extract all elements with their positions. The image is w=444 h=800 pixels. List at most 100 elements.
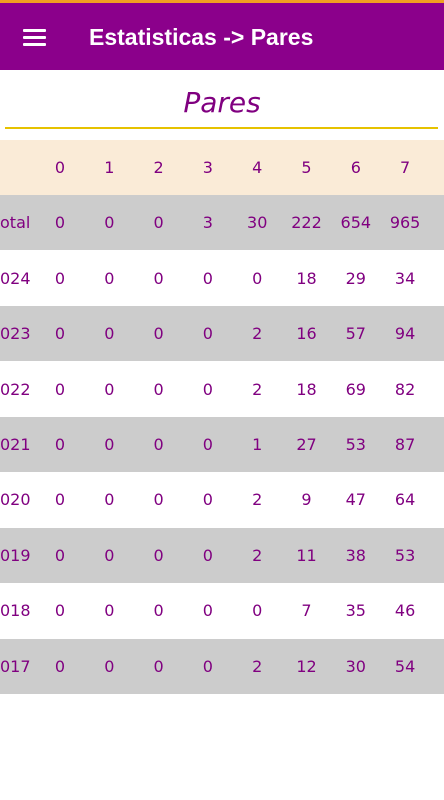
table-cell: 2 — [252, 490, 263, 510]
table-cell: 18 — [296, 379, 317, 399]
table-cell: 0 — [54, 601, 66, 621]
row-label: otal — [0, 213, 31, 233]
table-cell: 30 — [345, 656, 366, 676]
column-header: 0 — [54, 158, 66, 177]
divider — [5, 127, 438, 129]
data-row: 020 0 0 0 0 2 9 47 64 — [0, 472, 444, 528]
data-row: 022 0 0 0 0 2 18 69 82 — [0, 361, 444, 417]
table-cell: 0 — [54, 656, 66, 676]
data-row: 019 0 0 0 0 2 11 38 53 — [0, 527, 444, 583]
table-cell: 0 — [104, 435, 115, 454]
table-cell: 0 — [202, 656, 213, 676]
table-cell: 0 — [54, 213, 66, 233]
table-cell: 0 — [104, 379, 115, 399]
table-cell: 0 — [202, 545, 213, 565]
column-header: 1 — [104, 158, 115, 177]
table-cell: 0 — [202, 435, 213, 454]
table-cell: 0 — [202, 379, 213, 399]
table-cell: 2 — [252, 324, 263, 344]
app-bar: Estatisticas -> Pares — [0, 0, 444, 70]
data-row: 024 0 0 0 0 0 18 29 34 — [0, 250, 444, 306]
row-label: 021 — [0, 435, 31, 454]
table-cell: 12 — [296, 656, 317, 676]
table-cell: 2 — [252, 545, 263, 565]
table-cell: 0 — [153, 490, 164, 510]
table-cell: 87 — [394, 435, 416, 454]
row-label: 024 — [0, 268, 31, 288]
row-label: 017 — [0, 656, 31, 676]
row-label: 018 — [0, 601, 31, 621]
table-cell: 2 — [252, 656, 263, 676]
page-subtitle: Pares — [183, 86, 261, 119]
header-row: 0 1 2 3 4 5 6 7 — [0, 140, 444, 195]
table-cell: 0 — [54, 435, 66, 454]
table-cell: 7 — [301, 601, 312, 621]
table-cell: 64 — [394, 490, 416, 510]
table-cell: 0 — [252, 601, 263, 621]
table-cell: 0 — [104, 490, 115, 510]
table-cell: 0 — [202, 268, 213, 288]
table-cell: 38 — [345, 545, 366, 565]
table-cell: 0 — [104, 324, 115, 344]
table-cell: 965 — [389, 213, 421, 233]
table-cell: 0 — [54, 545, 66, 565]
table-cell: 222 — [291, 213, 322, 233]
column-header: 5 — [301, 158, 312, 177]
table-cell: 53 — [345, 435, 366, 454]
menu-button[interactable] — [23, 29, 46, 47]
table-cell: 0 — [153, 324, 164, 344]
column-header: 7 — [400, 158, 411, 177]
table-cell: 0 — [153, 435, 164, 454]
data-row: 021 0 0 0 0 1 27 53 87 — [0, 417, 444, 472]
table-cell: 0 — [54, 268, 66, 288]
table-cell: 0 — [202, 324, 213, 344]
table-cell: 11 — [296, 545, 317, 565]
table-cell: 0 — [54, 324, 66, 344]
table-cell: 9 — [301, 490, 312, 510]
table-cell: 0 — [104, 601, 115, 621]
table-cell: 0 — [104, 656, 115, 676]
table-cell: 35 — [345, 601, 366, 621]
table-cell: 654 — [340, 213, 372, 233]
data-row: 017 0 0 0 0 2 12 30 54 — [0, 638, 444, 694]
row-label: 019 — [0, 545, 31, 565]
table-cell: 0 — [153, 545, 164, 565]
column-header: 3 — [202, 158, 213, 177]
column-header: 6 — [350, 158, 361, 177]
table-cell: 47 — [345, 490, 366, 510]
table-cell: 1 — [252, 435, 263, 454]
table-cell: 0 — [54, 379, 66, 399]
table-cell: 18 — [296, 268, 317, 288]
table-cell: 16 — [296, 324, 317, 344]
table-cell: 94 — [394, 324, 416, 344]
table-cell: 29 — [345, 268, 366, 288]
data-row: otal0003302226549658 — [0, 195, 444, 251]
app-title: Estatisticas -> Pares — [89, 24, 314, 50]
table-cell: 27 — [296, 435, 317, 454]
table-cell: 46 — [394, 601, 416, 621]
data-row: 023 0 0 0 0 2 16 57 94 — [0, 306, 444, 362]
table-cell: 0 — [153, 601, 164, 621]
row-label: 023 — [0, 324, 31, 344]
table-cell: 0 — [104, 268, 115, 288]
table-cell: 0 — [202, 601, 213, 621]
column-header: 2 — [153, 158, 164, 177]
table-cell: 3 — [202, 213, 213, 233]
row-label: 020 — [0, 490, 31, 510]
table-cell: 82 — [394, 379, 416, 399]
table-cell: 53 — [394, 545, 416, 565]
row-label: 022 — [0, 379, 31, 399]
table-cell: 0 — [153, 268, 164, 288]
table-cell: 0 — [202, 490, 213, 510]
table-cell: 34 — [394, 268, 416, 288]
table-cell: 0 — [252, 268, 263, 288]
table-cell: 30 — [247, 213, 268, 233]
table-cell: 0 — [54, 490, 66, 510]
table-cell: 2 — [252, 379, 263, 399]
table-cell: 0 — [104, 545, 115, 565]
column-header: 4 — [252, 158, 263, 177]
table-cell: 0 — [104, 213, 115, 233]
table-cell: 0 — [153, 656, 164, 676]
table-cell: 0 — [153, 213, 164, 233]
